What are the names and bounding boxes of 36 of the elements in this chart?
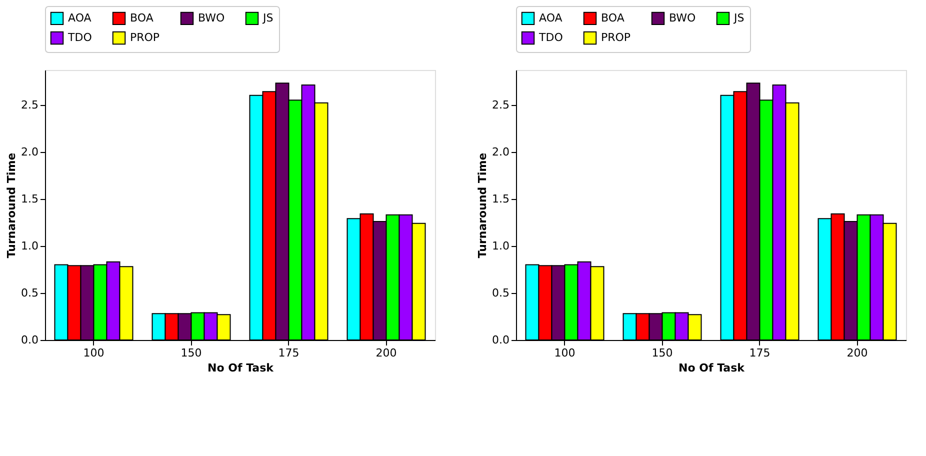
legend-label: JS — [262, 11, 274, 24]
legend-label: JS — [733, 11, 744, 24]
x-tick-label: 200 — [846, 346, 868, 360]
legend-label: BWO — [198, 11, 226, 24]
y-axis-title: Turnaround Time — [5, 152, 18, 258]
x-tick-label: 200 — [376, 346, 397, 360]
legend-label: PROP — [601, 31, 631, 44]
legend-label: AOA — [539, 11, 563, 24]
legend-label: BOA — [130, 11, 154, 24]
legend-label: PROP — [130, 31, 160, 44]
y-tick-label: 2.0 — [21, 145, 38, 158]
x-axis-title: No Of Task — [208, 362, 274, 374]
y-axis-title: Turnaround Time — [476, 152, 490, 258]
x-tick-label: 100 — [554, 346, 576, 360]
y-tick-label: 1.5 — [492, 192, 510, 206]
x-tick-label: 150 — [652, 346, 673, 360]
legend-label: TDO — [67, 31, 92, 44]
y-tick-label: 0.0 — [492, 334, 510, 346]
legend-label: BWO — [669, 11, 696, 24]
legend-label: BOA — [601, 11, 625, 24]
y-tick-label: 0.0 — [21, 334, 38, 346]
y-tick-label: 0.5 — [492, 286, 510, 300]
legend-label: TDO — [538, 31, 564, 44]
x-tick-label: 100 — [83, 346, 104, 360]
legend-label: AOA — [68, 11, 92, 24]
y-tick-label: 1.0 — [21, 239, 38, 252]
y-tick-label: 1.0 — [492, 239, 510, 252]
y-tick-label: 0.5 — [21, 286, 38, 300]
y-tick-label: 1.5 — [21, 192, 38, 206]
x-tick-label: 175 — [278, 346, 300, 360]
y-tick-label: 2.5 — [21, 98, 38, 112]
x-tick-label: 175 — [749, 346, 770, 360]
x-tick-label: 150 — [180, 346, 202, 360]
y-tick-label: 2.5 — [492, 98, 510, 112]
x-axis-title: No Of Task — [678, 362, 746, 374]
y-tick-label: 2.0 — [492, 145, 510, 158]
